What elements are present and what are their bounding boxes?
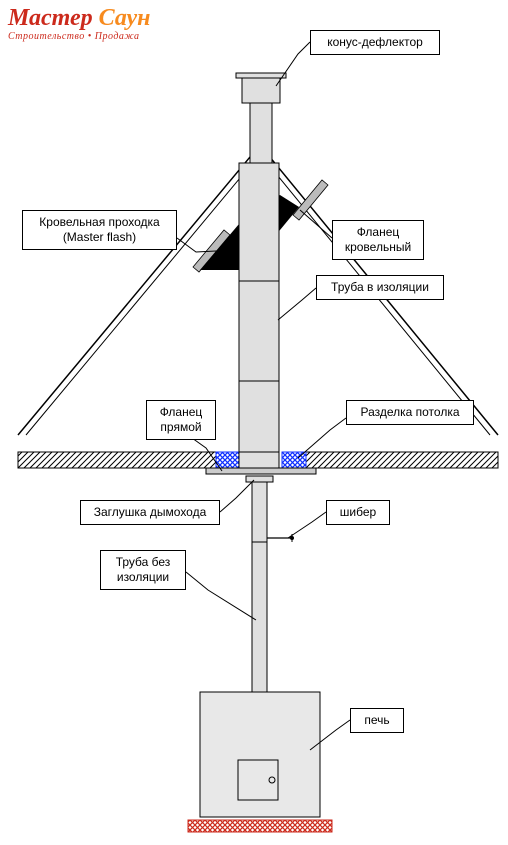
logo-subtitle: Строительство • Продажа xyxy=(8,32,151,42)
bare-pipe xyxy=(252,482,267,692)
label-roofflange: Фланец кровельный xyxy=(332,220,424,260)
logo-text-1: Мастер xyxy=(8,5,93,31)
stove-base xyxy=(188,820,332,832)
shiber xyxy=(267,534,294,542)
top-pipe xyxy=(250,103,272,163)
logo-text-2: Саун xyxy=(93,5,151,31)
ceiling xyxy=(18,452,498,468)
straight-flange xyxy=(206,468,316,474)
label-ceilingcut: Разделка потолка xyxy=(346,400,474,425)
label-insulatedpipe: Труба в изоляции xyxy=(316,275,444,300)
cone-deflector xyxy=(236,73,286,103)
label-plug: Заглушка дымохода xyxy=(80,500,220,525)
label-deflector: конус-дефлектор xyxy=(310,30,440,55)
label-shiber: шибер xyxy=(326,500,390,525)
chimney-plug xyxy=(246,476,273,482)
stove xyxy=(200,692,320,817)
insulated-pipe xyxy=(239,163,279,465)
label-masterflash: Кровельная проходка (Master flash) xyxy=(22,210,177,250)
label-barepipe: Труба без изоляции xyxy=(100,550,186,590)
label-straightflange: Фланец прямой xyxy=(146,400,216,440)
label-stove: печь xyxy=(350,708,404,733)
logo: Мастер Саун Строительство • Продажа xyxy=(8,6,151,42)
